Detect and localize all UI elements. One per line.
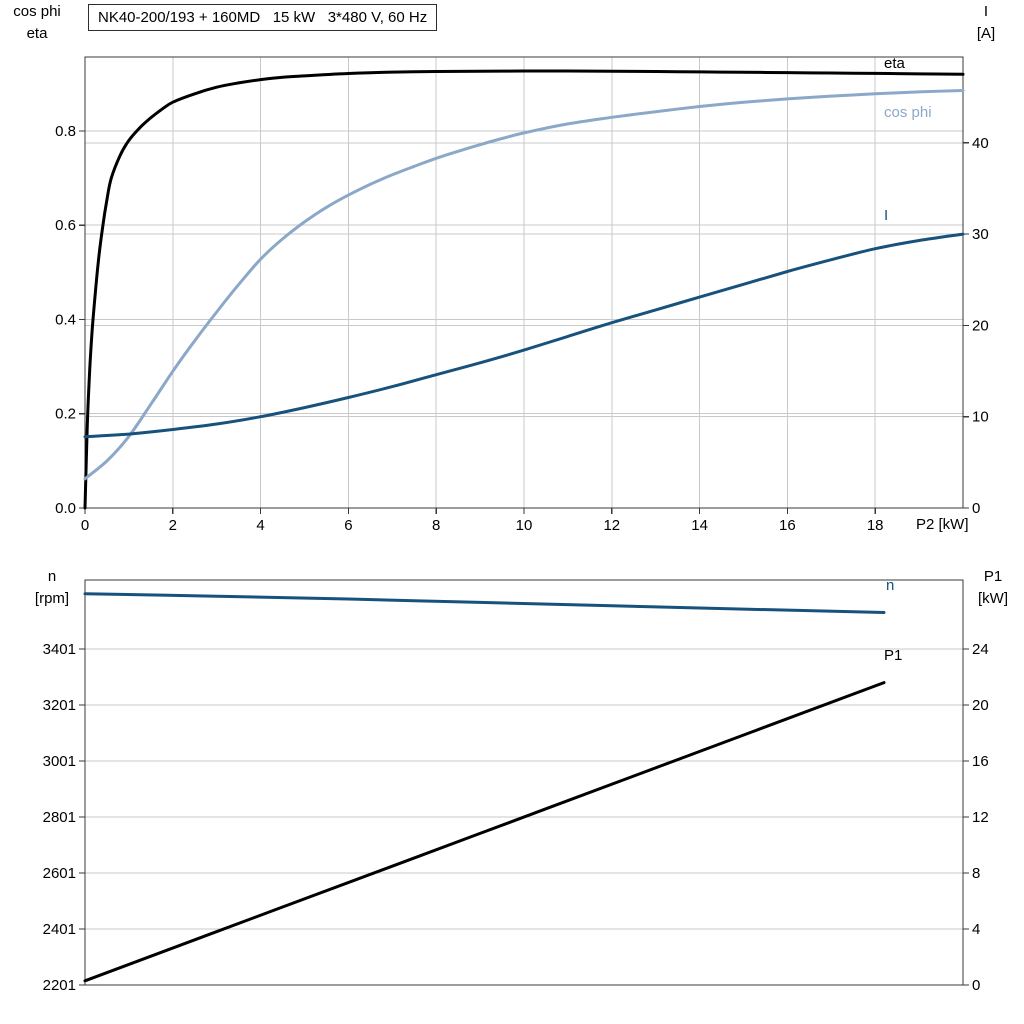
speed-curve-label: n	[886, 577, 895, 594]
series-I	[83, 232, 965, 439]
tick-label: 12	[972, 809, 989, 826]
tick-label: 16	[972, 753, 989, 770]
tick-label: 3401	[43, 641, 76, 658]
lower-right-axis-header: P1 [kW]	[964, 566, 1022, 610]
tick-label: 20	[972, 317, 989, 334]
current-curve-label: I	[884, 207, 889, 224]
upper-left-axis-header: cos phi eta	[6, 1, 68, 45]
tick-label: 24	[972, 641, 989, 658]
tick-label: 3201	[43, 697, 76, 714]
tick-label: 2601	[43, 865, 76, 882]
eta-curve-label: eta	[884, 55, 905, 72]
p1-curve-label: P1	[884, 647, 903, 664]
tick-label: 0.0	[55, 500, 76, 517]
tick-label: 10	[516, 517, 533, 534]
tick-label: 16	[779, 517, 796, 534]
tick-label: 0	[972, 977, 980, 994]
series-n	[83, 592, 886, 614]
series-P1	[83, 681, 886, 983]
x-axis-label: P2 [kW]	[916, 516, 969, 533]
lower-right-axis-header-line1: P1	[983, 568, 1003, 585]
tick-label: 30	[972, 226, 989, 243]
tick-label: 0	[81, 517, 89, 534]
lower-left-axis-header: n [rpm]	[22, 566, 82, 610]
tick-label: 2	[169, 517, 177, 534]
lower-chart: 2201 2401 2601 2801 3001 3201 3401 0 4 8 12 16 20 24	[43, 579, 989, 994]
tick-label: 18	[867, 517, 884, 534]
tick-label: 0	[972, 500, 980, 517]
tick-label: 0.4	[55, 311, 76, 328]
tick-label: 0.6	[55, 217, 76, 234]
upper-chart: 0.0 0.2 0.4 0.6 0.8 0 10 20 30 40 0 2 4 6 8 10 12 14 16 18	[55, 56, 989, 534]
tick-label: 6	[344, 517, 352, 534]
tick-label: 2401	[43, 921, 76, 938]
tick-label: 8	[972, 865, 980, 882]
upper-right-axis-header-line2: [A]	[976, 25, 996, 42]
tick-label: 3001	[43, 753, 76, 770]
tick-label: 2801	[43, 809, 76, 826]
tick-label: 40	[972, 135, 989, 152]
tick-label: 4	[256, 517, 264, 534]
plot-border	[84, 579, 964, 986]
tick-label: 2201	[43, 977, 76, 994]
tick-label: 12	[603, 517, 620, 534]
upper-right-axis-header-line1: I	[983, 3, 989, 20]
lower-left-axis-header-line1: n	[47, 568, 57, 585]
upper-left-axis-header-line1: cos phi	[13, 3, 61, 20]
tick-label: 20	[972, 697, 989, 714]
tick-label: 0.8	[55, 123, 76, 140]
cosphi-curve-label: cos phi	[884, 104, 932, 121]
lower-right-axis-header-line2: [kW]	[978, 590, 1008, 607]
upper-right-axis-header: I [A]	[960, 1, 1012, 45]
lower-left-axis-header-line2: [rpm]	[34, 590, 70, 607]
upper-left-axis-header-line2: eta	[26, 25, 48, 42]
tick-label: 8	[432, 517, 440, 534]
tick-label: 0.2	[55, 406, 76, 423]
tick-label: 4	[972, 921, 980, 938]
series-eta	[83, 69, 965, 510]
chart-title-box: NK40-200/193 + 160MD 15 kW 3*480 V, 60 H…	[88, 4, 438, 31]
tick-label: 10	[972, 409, 989, 426]
tick-label: 14	[691, 517, 708, 534]
series-cos-phi	[83, 89, 965, 481]
